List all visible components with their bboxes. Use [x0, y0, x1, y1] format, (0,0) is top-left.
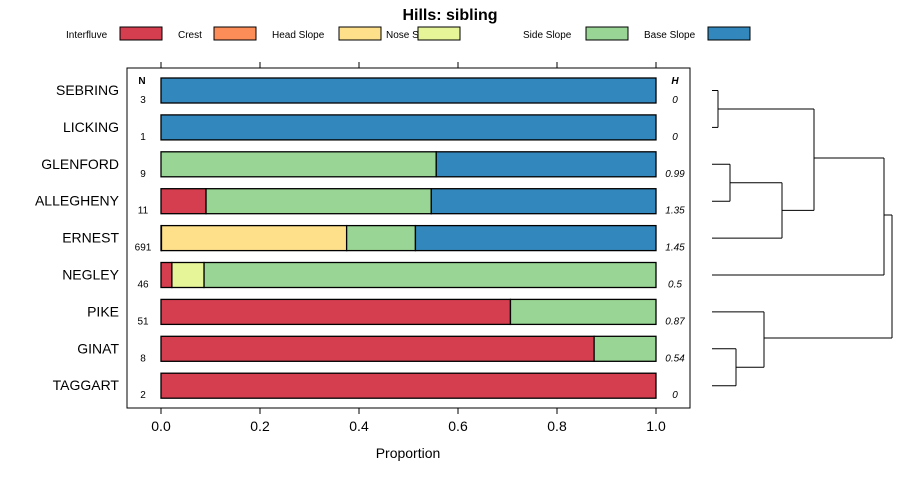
- h-value: 0: [672, 95, 678, 106]
- n-value: 1: [140, 132, 146, 143]
- bar-segment: [160, 224, 348, 252]
- legend-swatch: [338, 26, 382, 41]
- row-label: ALLEGHENY: [35, 193, 120, 209]
- h-value: 1.35: [665, 206, 685, 217]
- legend-label: Crest: [178, 30, 202, 41]
- plot-frame: [126, 67, 691, 409]
- row-label: ERNEST: [62, 230, 119, 246]
- bar-segment: [160, 298, 512, 326]
- bar-segment: [205, 188, 432, 215]
- h-value: 1.45: [665, 243, 685, 254]
- x-tick-label: 0.8: [547, 418, 567, 434]
- n-value: 3: [140, 95, 146, 106]
- row-label: LICKING: [63, 119, 119, 135]
- n-value: 51: [137, 316, 149, 327]
- n-value: 11: [138, 206, 149, 217]
- n-header: N: [138, 76, 145, 87]
- bar-segment: [435, 151, 657, 178]
- n-value: 691: [135, 243, 152, 254]
- n-value: 8: [140, 353, 146, 364]
- x-tick-label: 0.6: [448, 418, 468, 434]
- x-tick-label: 0.0: [151, 418, 171, 434]
- row-label: GINAT: [77, 340, 119, 356]
- bar-segment: [160, 114, 657, 141]
- bar-segment: [160, 188, 207, 215]
- h-value: 0.54: [665, 353, 685, 364]
- bar-segment: [160, 335, 595, 362]
- bar-segment: [160, 372, 657, 399]
- x-axis: 0.0 0.2 0.4 0.6 0.8 1.0: [151, 62, 666, 434]
- bar-segment: [593, 335, 657, 362]
- x-tick-label: 0.4: [349, 418, 369, 434]
- row-label: PIKE: [87, 303, 119, 319]
- chart-title: Hills: sibling: [402, 7, 497, 24]
- legend-swatch: [119, 26, 163, 41]
- bar-segment: [203, 261, 657, 289]
- legend-swatch: [417, 26, 461, 41]
- legend-swatch: [213, 26, 257, 41]
- h-header: H: [671, 76, 679, 87]
- bar-segment: [160, 77, 657, 104]
- x-tick-label: 0.2: [250, 418, 270, 434]
- x-axis-label: Proportion: [376, 445, 441, 461]
- x-tick-label: 1.0: [646, 418, 666, 434]
- bar-segment: [345, 224, 417, 252]
- bar-segment: [160, 151, 437, 178]
- n-value: 46: [137, 280, 149, 291]
- dendrogram: [712, 90, 893, 387]
- h-value: 0: [672, 132, 678, 143]
- row-label: TAGGART: [53, 377, 120, 393]
- bar-segment: [171, 261, 205, 289]
- row-label: GLENFORD: [41, 156, 119, 172]
- bars-group: [160, 77, 657, 399]
- h-value: 0.5: [668, 280, 682, 291]
- legend-label: Nose Slope: [386, 30, 438, 41]
- n-value: 9: [140, 169, 146, 180]
- h-value: 0.99: [665, 169, 685, 180]
- legend-label: Interfluve: [66, 30, 108, 41]
- legend-label: Head Slope: [272, 30, 325, 41]
- legend: Interfluve Crest Head Slope Nose Slope Side …: [66, 26, 751, 41]
- row-labels: SEBRING 3 0 LICKING 1 0 GLENFORD 9 0.99 ALLEGHENY…: [35, 82, 685, 401]
- bar-segment: [430, 188, 657, 215]
- legend-swatch: [585, 26, 629, 41]
- bar-segment: [414, 224, 657, 252]
- legend-label: Side Slope: [523, 30, 572, 41]
- bar-segment: [509, 298, 657, 326]
- h-value: 0.87: [665, 316, 685, 327]
- n-value: 2: [140, 390, 146, 401]
- h-value: 0: [672, 390, 678, 401]
- bar-segment: [160, 261, 173, 289]
- legend-swatch: [707, 26, 751, 41]
- legend-label: Base Slope: [644, 30, 696, 41]
- row-label: NEGLEY: [62, 267, 119, 283]
- row-label: SEBRING: [56, 82, 119, 98]
